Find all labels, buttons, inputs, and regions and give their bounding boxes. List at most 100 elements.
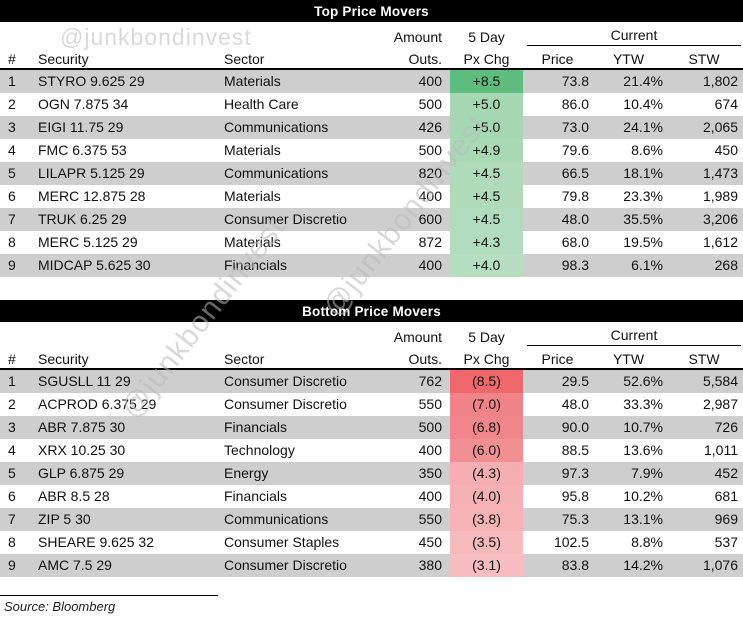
- amount-outstanding-cell: 380: [418, 557, 442, 573]
- amount-outstanding-cell: 400: [418, 257, 442, 273]
- ytw-cell: 13.6%: [623, 442, 663, 458]
- bottom-table-column-headers: Amount 5 Day Current # Security Sector O…: [0, 324, 743, 370]
- bottom-table-title-bar: Bottom Price Movers: [0, 300, 743, 322]
- amount-outstanding-cell: 400: [418, 488, 442, 504]
- security-header: Security: [38, 351, 89, 367]
- current-group-header: Current: [527, 26, 741, 46]
- security-cell: OGN 7.875 34: [38, 96, 129, 112]
- sector-cell: Materials: [224, 234, 281, 250]
- amount-outstanding-cell: 550: [418, 511, 442, 527]
- security-cell: FMC 6.375 53: [38, 142, 127, 158]
- ytw-cell: 14.2%: [623, 557, 663, 573]
- ytw-cell: 24.1%: [623, 119, 663, 135]
- stw-cell: 1,802: [702, 73, 738, 89]
- stw-header: STW: [688, 51, 720, 67]
- table-row: 2 ACPROD 6.375 29 Consumer Discretio 550…: [0, 393, 743, 416]
- ytw-cell: 52.6%: [623, 373, 663, 389]
- row-number-cell: 9: [8, 557, 16, 573]
- row-number-cell: 3: [8, 419, 16, 435]
- security-cell: AMC 7.5 29: [38, 557, 112, 573]
- header-row-2: # Security Sector Outs. Px Chg Price YTW…: [0, 46, 743, 68]
- security-cell: SGUSLL 11 29: [38, 373, 131, 389]
- security-cell: MERC 5.125 29: [38, 234, 138, 250]
- price-cell: 79.8: [561, 188, 589, 204]
- bottom-movers-table: Bottom Price Movers Amount 5 Day Current…: [0, 300, 743, 577]
- source-text: Source: Bloomberg: [4, 599, 116, 614]
- price-cell: 48.0: [561, 396, 589, 412]
- security-cell: GLP 6.875 29: [38, 465, 125, 481]
- price-cell: 68.0: [561, 234, 589, 250]
- sector-cell: Materials: [224, 142, 281, 158]
- pxchg-header-line2: Px Chg: [463, 351, 510, 367]
- px-chg-cell: +8.5: [450, 70, 523, 93]
- px-chg-cell: +5.0: [450, 93, 523, 116]
- price-cell: 86.0: [561, 96, 589, 112]
- amount-header-line1: Amount: [393, 29, 442, 45]
- amount-outstanding-cell: 400: [418, 442, 442, 458]
- amount-outstanding-cell: 400: [418, 73, 442, 89]
- stw-cell: 681: [714, 488, 738, 504]
- ytw-cell: 23.3%: [623, 188, 663, 204]
- stw-cell: 5,584: [702, 373, 738, 389]
- ytw-cell: 6.1%: [631, 257, 663, 273]
- amount-outstanding-cell: 820: [418, 165, 442, 181]
- price-cell: 88.5: [561, 442, 589, 458]
- sector-cell: Financials: [224, 257, 288, 273]
- table-row: 7 TRUK 6.25 29 Consumer Discretio 600 +4…: [0, 208, 743, 231]
- stw-cell: 452: [714, 465, 738, 481]
- top-table-title-bar: Top Price Movers: [0, 0, 743, 22]
- price-cell: 48.0: [561, 211, 589, 227]
- ytw-cell: 19.5%: [623, 234, 663, 250]
- price-header: Price: [541, 51, 574, 67]
- source-note: Source: Bloomberg: [0, 595, 743, 614]
- stw-cell: 969: [714, 511, 738, 527]
- amount-outstanding-cell: 500: [418, 419, 442, 435]
- px-chg-cell: (3.8): [450, 508, 523, 531]
- price-cell: 97.3: [561, 465, 589, 481]
- ytw-cell: 8.8%: [631, 534, 663, 550]
- px-chg-cell: +4.5: [450, 185, 523, 208]
- security-cell: STYRO 9.625 29: [38, 73, 145, 89]
- security-cell: EIGI 11.75 29: [38, 119, 124, 135]
- row-number-cell: 8: [8, 534, 16, 550]
- amount-outstanding-cell: 872: [418, 234, 442, 250]
- source-divider: [0, 595, 218, 596]
- bottom-table-title: Bottom Price Movers: [302, 303, 441, 319]
- table-row: 8 SHEARE 9.625 32 Consumer Staples 450 (…: [0, 531, 743, 554]
- sector-header: Sector: [224, 51, 265, 67]
- table-row: 3 ABR 7.875 30 Financials 500 (6.8) 90.0…: [0, 416, 743, 439]
- table-row: 9 AMC 7.5 29 Consumer Discretio 380 (3.1…: [0, 554, 743, 577]
- ytw-cell: 7.9%: [631, 465, 663, 481]
- row-number-cell: 2: [8, 96, 16, 112]
- amount-outstanding-cell: 450: [418, 534, 442, 550]
- table-row: 1 STYRO 9.625 29 Materials 400 +8.5 73.8…: [0, 70, 743, 93]
- stw-header: STW: [688, 351, 720, 367]
- ytw-cell: 10.4%: [623, 96, 663, 112]
- price-header: Price: [541, 351, 574, 367]
- ytw-cell: 18.1%: [623, 165, 663, 181]
- amount-outstanding-cell: 500: [418, 142, 442, 158]
- row-number-cell: 8: [8, 234, 16, 250]
- ytw-cell: 33.3%: [623, 396, 663, 412]
- amount-header-line2: Outs.: [408, 51, 442, 67]
- sector-cell: Materials: [224, 73, 281, 89]
- px-chg-cell: +4.5: [450, 162, 523, 185]
- sector-cell: Materials: [224, 188, 281, 204]
- security-cell: XRX 10.25 30: [38, 442, 126, 458]
- px-chg-cell: (6.8): [450, 416, 523, 439]
- table-row: 8 MERC 5.125 29 Materials 872 +4.3 68.0 …: [0, 231, 743, 254]
- sector-cell: Consumer Staples: [224, 534, 340, 550]
- table-row: 5 GLP 6.875 29 Energy 350 (4.3) 97.3 7.9…: [0, 462, 743, 485]
- table-row: 4 FMC 6.375 53 Materials 500 +4.9 79.6 8…: [0, 139, 743, 162]
- header-row-1: Amount 5 Day Current: [0, 24, 743, 46]
- ytw-cell: 8.6%: [631, 142, 663, 158]
- stw-cell: 1,989: [702, 188, 738, 204]
- sector-cell: Financials: [224, 488, 288, 504]
- row-number-cell: 4: [8, 442, 16, 458]
- stw-cell: 1,612: [702, 234, 738, 250]
- row-number-cell: 5: [8, 465, 16, 481]
- pxchg-header-line2: Px Chg: [463, 51, 510, 67]
- table-row: 1 SGUSLL 11 29 Consumer Discretio 762 (8…: [0, 370, 743, 393]
- table-row: 6 MERC 12.875 28 Materials 400 +4.5 79.8…: [0, 185, 743, 208]
- ytw-cell: 21.4%: [623, 73, 663, 89]
